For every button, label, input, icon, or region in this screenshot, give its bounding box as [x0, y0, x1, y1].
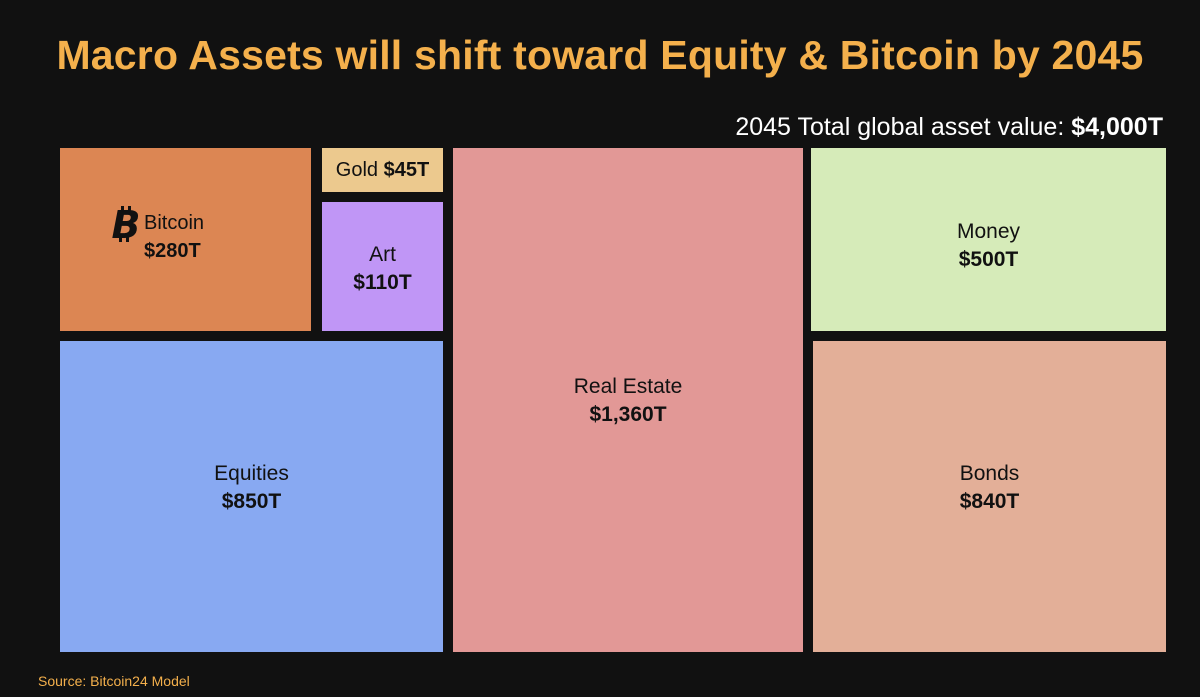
- tile-bonds-name: Bonds: [959, 462, 1020, 485]
- total-value-label: 2045 Total global asset value:: [735, 113, 1065, 141]
- tile-real-estate-value: $1,360T: [589, 403, 667, 426]
- tile-gold: Gold $45T: [322, 148, 443, 192]
- tile-gold-label: Gold $45T: [322, 159, 443, 182]
- tile-equities: Equities $850T: [60, 341, 443, 652]
- source-note: Source: Bitcoin24 Model: [38, 673, 190, 689]
- tile-real-estate: Real Estate $1,360T: [453, 148, 803, 652]
- tile-gold-value: $45T: [383, 159, 430, 181]
- tile-equities-name: Equities: [214, 462, 289, 485]
- tile-bonds-value: $840T: [959, 490, 1020, 513]
- tile-money-label: Money $500T: [811, 218, 1166, 274]
- tile-bonds-label: Bonds $840T: [813, 460, 1166, 516]
- total-value-caption: 2045 Total global asset value: $4,000T: [735, 113, 1163, 142]
- tile-money-name: Money: [956, 220, 1021, 243]
- tile-bitcoin-name: Bitcoin: [144, 212, 205, 234]
- tile-bitcoin-value: $280T: [144, 240, 201, 262]
- tile-equities-label: Equities $850T: [60, 460, 443, 516]
- tile-art-value: $110T: [353, 271, 412, 294]
- chart-title: Macro Assets will shift toward Equity & …: [56, 32, 1144, 78]
- tile-bitcoin-label: Bitcoin $280T: [144, 209, 204, 265]
- tile-art-label: Art $110T: [322, 241, 443, 297]
- tile-bitcoin: B Bitcoin $280T: [60, 148, 311, 331]
- tile-money-value: $500T: [958, 248, 1019, 271]
- total-value-amount: $4,000T: [1071, 113, 1163, 141]
- tile-art: Art $110T: [322, 202, 443, 331]
- tile-gold-name: Gold: [335, 159, 379, 181]
- tile-real-estate-label: Real Estate $1,360T: [453, 373, 803, 429]
- tile-bonds: Bonds $840T: [813, 341, 1166, 652]
- tile-real-estate-name: Real Estate: [573, 375, 683, 398]
- bitcoin-icon: B: [112, 205, 141, 243]
- tile-money: Money $500T: [811, 148, 1166, 331]
- tile-equities-value: $850T: [221, 490, 282, 513]
- tile-art-name: Art: [369, 243, 396, 266]
